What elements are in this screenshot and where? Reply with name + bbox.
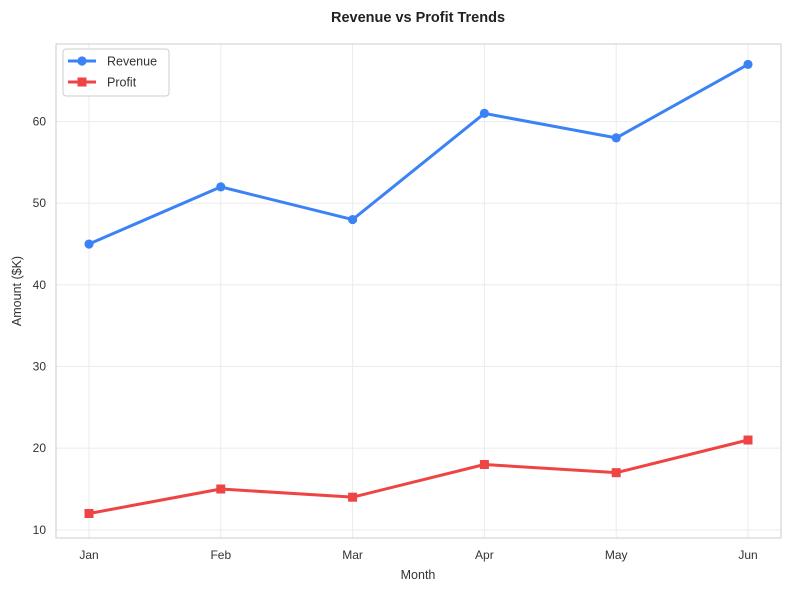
grid	[56, 44, 781, 538]
x-tick-label: Mar	[342, 548, 363, 562]
x-tick-label: May	[605, 548, 628, 562]
series-profit	[84, 435, 753, 519]
data-point	[84, 509, 94, 519]
legend: Revenue Profit	[62, 48, 170, 97]
x-axis-label: Month	[401, 568, 436, 582]
y-axis-label: Amount ($K)	[10, 256, 24, 326]
data-point	[348, 214, 358, 225]
series-line	[87, 438, 750, 516]
legend-label: Revenue	[107, 55, 157, 69]
data-point	[743, 435, 753, 445]
y-tick-label: 10	[33, 523, 47, 537]
data-point	[479, 108, 489, 119]
legend-label: Profit	[107, 76, 137, 90]
axis-ticks: Jan Feb Mar Apr May Jun 10 20 30 40 50 60	[33, 115, 758, 562]
data-point	[348, 492, 358, 502]
data-point	[479, 460, 489, 470]
y-tick-label: 20	[33, 441, 47, 455]
data-point	[611, 133, 621, 143]
data-point	[84, 239, 94, 249]
chart-title: Revenue vs Profit Trends	[331, 10, 505, 26]
legend-marker	[77, 77, 87, 87]
x-tick-label: Jan	[79, 548, 98, 562]
legend-item: Profit	[68, 76, 137, 90]
y-tick-label: 50	[33, 196, 47, 210]
data-point	[743, 59, 753, 70]
x-tick-label: Jun	[738, 548, 757, 562]
y-tick-label: 40	[33, 278, 47, 292]
series-layer	[84, 59, 753, 519]
y-tick-label: 60	[33, 115, 47, 129]
legend-marker	[77, 56, 87, 66]
plot-frame	[55, 43, 782, 539]
y-tick-label: 30	[33, 360, 47, 374]
x-tick-label: Apr	[475, 548, 494, 562]
legend-item: Revenue	[68, 55, 157, 69]
series-line	[87, 62, 750, 246]
data-point	[611, 468, 621, 478]
data-point	[216, 484, 226, 494]
x-tick-label: Feb	[210, 548, 231, 562]
data-point	[216, 182, 226, 192]
series-revenue	[84, 59, 753, 249]
